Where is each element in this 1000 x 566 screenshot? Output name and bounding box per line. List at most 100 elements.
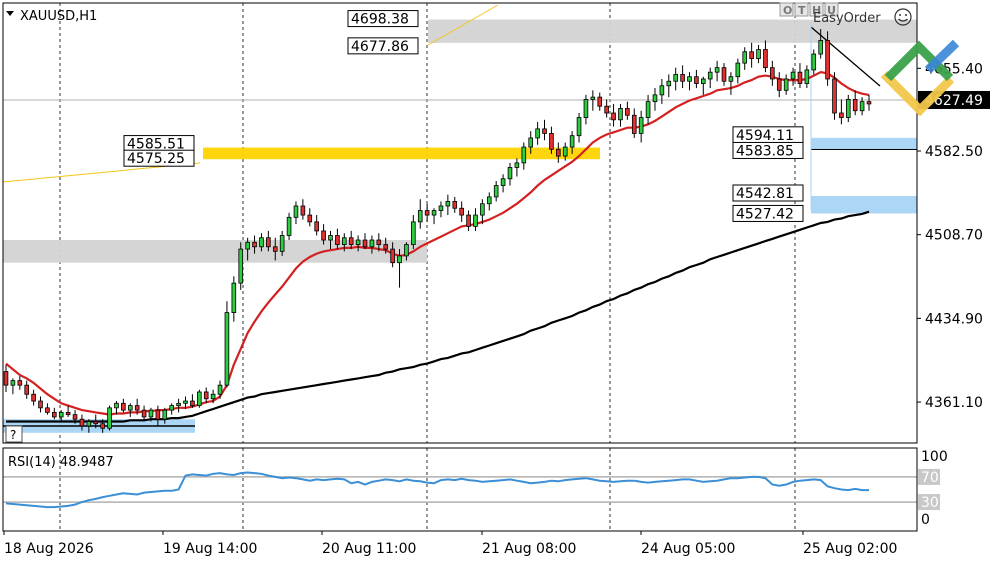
help-button[interactable] (5, 425, 23, 443)
candle-bull (666, 80, 672, 87)
candle-bull (217, 384, 223, 395)
candle-bull (790, 71, 796, 80)
zone-price-label: 4585.51 (127, 137, 185, 153)
candle-bear (459, 207, 464, 216)
candle-bull (783, 78, 789, 91)
candle-bull (707, 71, 713, 80)
trade-button-h-label: H (812, 4, 821, 17)
candle-bull (431, 210, 437, 216)
candle-bull (673, 74, 678, 82)
candle-bull (197, 391, 202, 406)
candle-bull (687, 76, 692, 82)
candle-bull (562, 146, 568, 157)
trade-button-t[interactable] (794, 2, 809, 17)
candle-bull (652, 94, 658, 103)
candle-bear (866, 101, 872, 105)
trend-line-down[interactable] (810, 26, 881, 87)
horizontal-lines (3, 99, 917, 150)
candle-bull (210, 393, 216, 400)
candle-bear (93, 421, 99, 425)
smiley-icon[interactable] (894, 8, 912, 26)
candle-bear (852, 98, 858, 112)
candle-bull (804, 69, 810, 84)
candle-bull (714, 67, 720, 73)
candle-bear (362, 239, 368, 248)
trade-button-o[interactable] (779, 2, 794, 17)
candle-bull (286, 216, 292, 236)
zone-price-label-box (347, 37, 419, 55)
rsi-tick-label: 30 (921, 495, 939, 511)
rsi-level-tag (918, 494, 940, 511)
candle-bull (10, 380, 16, 386)
zone-price-label-box (347, 10, 419, 28)
candle-bull (107, 407, 112, 429)
rsi-panel: RSI(14) 48.9487 100 70 300 (3, 449, 948, 528)
candle-bear (321, 230, 326, 241)
help-label: ? (10, 428, 16, 442)
candle-bull (514, 162, 520, 168)
zone-demand (811, 137, 917, 150)
zone-price-label: 4594.11 (736, 128, 794, 144)
candle-bear (203, 391, 209, 400)
easyorder-label[interactable]: EasyOrder (813, 11, 881, 26)
candle-bear (155, 409, 161, 420)
candle-bull (618, 108, 623, 121)
candle-bear (24, 384, 30, 395)
candle-bull (701, 78, 706, 84)
candle-bear (72, 414, 78, 420)
candle-bear (300, 205, 306, 216)
candle-bear (694, 76, 699, 84)
candle-bull (507, 167, 513, 180)
candle-bull (224, 312, 230, 386)
candle-bear (776, 78, 782, 91)
trend-line-upper[interactable] (427, 4, 499, 46)
candle-bull (569, 135, 575, 148)
candle-bear (45, 407, 50, 413)
candle-bear (839, 112, 844, 118)
candle-bear (314, 221, 319, 232)
candle-bear (604, 105, 609, 114)
candles (3, 29, 872, 433)
zone-price-label-box (732, 204, 804, 222)
symbol-title: XAUUSD,H1 (20, 9, 97, 24)
candle-bear (631, 114, 637, 134)
candle-bear (141, 409, 147, 418)
candle-bull (583, 98, 589, 118)
trade-button-u[interactable] (824, 2, 839, 17)
zone-supply (428, 19, 917, 43)
axes: 4361.104434.904508.704582.504655.404627.… (2, 2, 990, 557)
candle-bull (859, 101, 865, 112)
candle-bull (127, 405, 133, 411)
candle-bear (424, 210, 430, 216)
candle-bull (114, 402, 119, 409)
rsi-level-tag (918, 468, 940, 485)
candle-bull (238, 248, 244, 284)
price-tick-label: 4508.70 (925, 228, 983, 244)
candle-bear (721, 67, 727, 82)
price-tick-label: 4361.10 (925, 395, 983, 411)
time-tick-label: 24 Aug 05:00 (641, 541, 735, 557)
candle-bull (183, 400, 188, 404)
zone-price-label-box (123, 149, 195, 167)
candle-bear (825, 40, 830, 80)
candle-bull (473, 214, 478, 227)
candle-bull (404, 244, 409, 257)
trade-button-h[interactable] (809, 2, 824, 17)
candle-bull (259, 237, 264, 248)
dropdown-arrow-icon[interactable] (6, 11, 14, 16)
candle-bull (328, 235, 333, 241)
time-tick-label: 20 Aug 11:00 (322, 541, 416, 557)
candle-bear (121, 402, 126, 411)
candle-bear (770, 67, 775, 80)
candle-bull (162, 409, 168, 420)
candle-bear (335, 235, 340, 245)
rsi-line (5, 471, 869, 509)
candle-bear (272, 246, 278, 252)
main-pane-border (2, 2, 918, 444)
candle-bear (556, 148, 561, 157)
candle-bull (411, 221, 416, 245)
rsi-tick-label: 0 (921, 512, 930, 528)
candle-bear (79, 418, 85, 427)
